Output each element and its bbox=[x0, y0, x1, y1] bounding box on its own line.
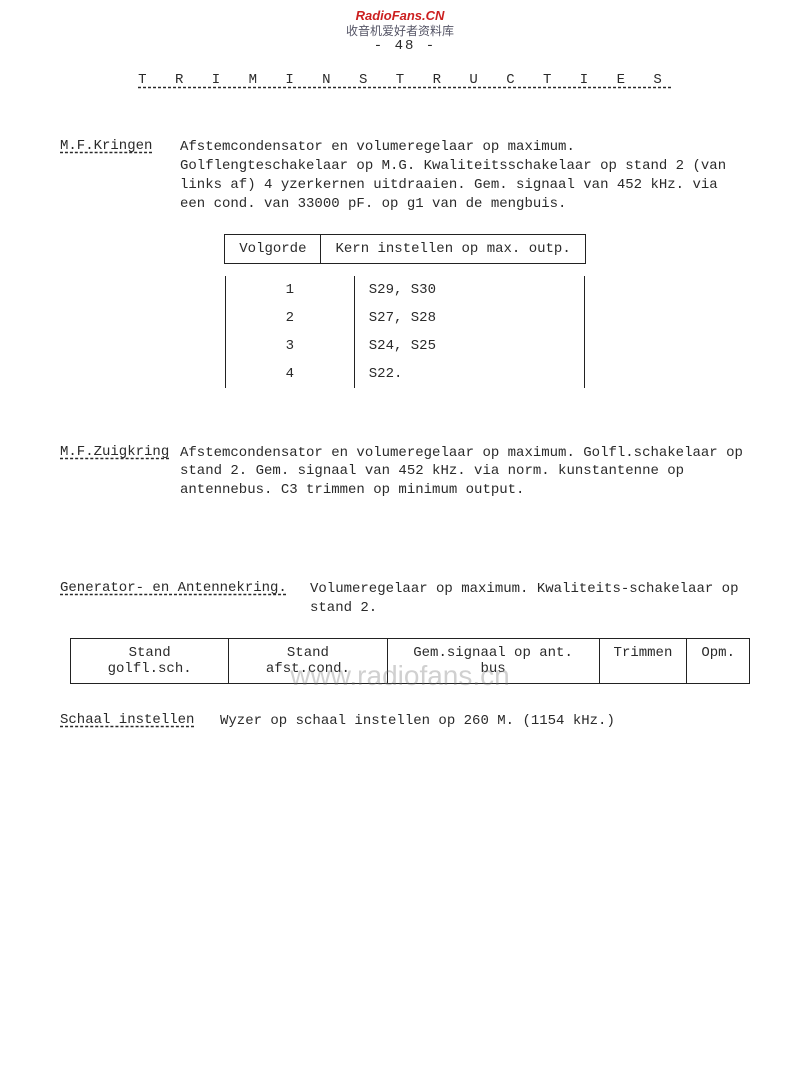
watermark-line1: RadioFans.CN bbox=[0, 8, 800, 24]
th: Opm. bbox=[687, 639, 750, 684]
section-label-col: M.F.Kringen bbox=[60, 138, 180, 154]
section-label: Generator- en Antennekring. bbox=[60, 580, 287, 596]
section-label-col: Generator- en Antennekring. bbox=[60, 580, 310, 596]
table-row: 3S24, S25 bbox=[225, 332, 584, 360]
th-kern: Kern instellen op max. outp. bbox=[321, 234, 585, 263]
section-label-col: M.F.Zuigkring bbox=[60, 444, 180, 460]
th: Stand golfl.sch. bbox=[71, 639, 229, 684]
table-row: 4S22. bbox=[225, 360, 584, 388]
th: Gem.signaal op ant. bus bbox=[387, 639, 599, 684]
section-label: M.F.Zuigkring bbox=[60, 444, 169, 460]
th-volgorde: Volgorde bbox=[225, 234, 321, 263]
table-trimmen: Stand golfl.sch. Stand afst.cond. Gem.si… bbox=[70, 638, 750, 684]
section-schaal: Schaal instellen Wyzer op schaal instell… bbox=[60, 712, 750, 731]
cell: S27, S28 bbox=[354, 304, 584, 332]
section-label: Schaal instellen bbox=[60, 712, 194, 728]
cell: 1 bbox=[225, 276, 354, 304]
section-mf-kringen: M.F.Kringen Afstemcondensator en volumer… bbox=[60, 138, 750, 214]
title-text: T R I M I N S T R U C T I E S bbox=[138, 72, 672, 88]
watermark-line2: 收音机爱好者资料库 bbox=[0, 24, 800, 38]
section-label-col: Schaal instellen bbox=[60, 712, 220, 728]
th: Trimmen bbox=[599, 639, 687, 684]
section-body: Volumeregelaar op maximum. Kwaliteits-sc… bbox=[310, 580, 750, 618]
table-row: 1S29, S30 bbox=[225, 276, 584, 304]
table-header-row: Stand golfl.sch. Stand afst.cond. Gem.si… bbox=[71, 639, 750, 684]
section-mf-zuigkring: M.F.Zuigkring Afstemcondensator en volum… bbox=[60, 444, 750, 501]
cell: S22. bbox=[354, 360, 584, 388]
table-header-row: Volgorde Kern instellen op max. outp. bbox=[225, 234, 585, 263]
table-row: 2S27, S28 bbox=[225, 304, 584, 332]
section-body: Afstemcondensator en volumeregelaar op m… bbox=[180, 138, 750, 214]
table-volgorde: Volgorde Kern instellen op max. outp. 1S… bbox=[224, 234, 585, 416]
page-number: - 48 - bbox=[60, 38, 750, 54]
watermark-top: RadioFans.CN 收音机爱好者资料库 bbox=[0, 8, 800, 38]
cell: 2 bbox=[225, 304, 354, 332]
cell: S24, S25 bbox=[354, 332, 584, 360]
section-label: M.F.Kringen bbox=[60, 138, 152, 154]
section-body: Afstemcondensator en volumeregelaar op m… bbox=[180, 444, 750, 501]
cell: 3 bbox=[225, 332, 354, 360]
table-row: 1S29, S302S27, S283S24, S254S22. bbox=[225, 263, 585, 416]
page: - 48 - T R I M I N S T R U C T I E S M.F… bbox=[0, 0, 800, 771]
cell: 4 bbox=[225, 360, 354, 388]
section-gen-ant: Generator- en Antennekring. Volumeregela… bbox=[60, 580, 750, 618]
section-body: Wyzer op schaal instellen op 260 M. (115… bbox=[220, 712, 750, 731]
document-title: T R I M I N S T R U C T I E S bbox=[60, 72, 750, 88]
th: Stand afst.cond. bbox=[229, 639, 387, 684]
cell: S29, S30 bbox=[354, 276, 584, 304]
